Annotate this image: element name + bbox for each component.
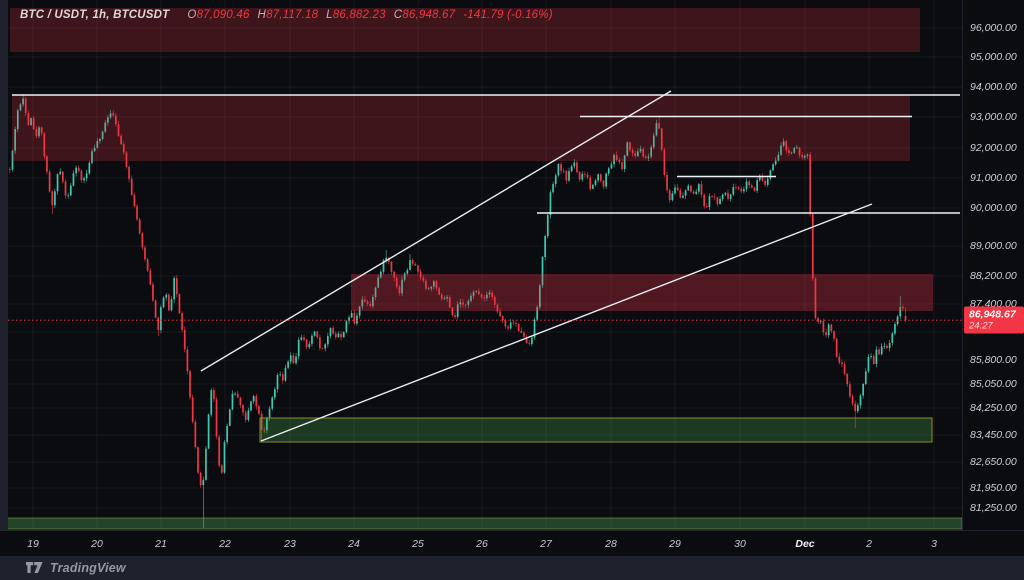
demand-zone[interactable] <box>259 417 933 443</box>
tradingview-logo[interactable]: TradingView <box>26 561 126 575</box>
tradingview-logo-icon <box>26 561 43 573</box>
low-label: L <box>326 9 333 21</box>
time-axis-label: 19 <box>27 537 39 550</box>
time-axis-label: 30 <box>734 537 746 550</box>
close-label: C <box>393 9 403 21</box>
low-value: 86,882.23 <box>332 9 386 21</box>
price-axis-label: 95,000.00 <box>970 51 1017 63</box>
supply-zone-top[interactable] <box>10 8 920 52</box>
price-axis-label: 81,250.00 <box>970 502 1017 514</box>
time-axis-label: 25 <box>412 537 424 550</box>
open-value: 87,090.46 <box>196 9 250 21</box>
time-axis[interactable]: 19 20 21 22 23 24 25 26 27 28 29 30 Dec 2 3 <box>0 530 1024 556</box>
last-price-badge: 86,948.67 24:27 <box>964 306 1024 334</box>
supply-zone-upper[interactable] <box>12 95 910 161</box>
time-axis-label: 3 <box>931 537 937 550</box>
price-axis-label: 84,250.00 <box>970 402 1017 414</box>
time-axis-label: 22 <box>219 537 231 550</box>
high-label: H <box>257 9 267 21</box>
time-axis-label: 20 <box>91 537 103 550</box>
price-axis-label: 85,800.00 <box>970 354 1017 366</box>
price-axis-label: 96,000.00 <box>970 22 1017 34</box>
left-toolbar-edge <box>0 0 8 556</box>
time-axis-label: 26 <box>476 537 488 550</box>
price-axis-label: 81,950.00 <box>970 482 1017 494</box>
bottom-toolbar: TradingView <box>0 556 1024 580</box>
candlestick-chart[interactable] <box>0 0 962 530</box>
tradingview-logo-text: TradingView <box>50 561 126 575</box>
rising-wedge-upper[interactable] <box>200 90 672 372</box>
price-axis-label: 94,000.00 <box>970 81 1017 93</box>
time-axis-label: 28 <box>605 537 617 550</box>
rising-wedge-lower[interactable] <box>260 203 873 442</box>
symbol-ohlc-header[interactable]: BTC / USDT, 1h, BTCUSDT O87,090.46 H87,117… <box>20 9 553 21</box>
price-axis-label: 90,000.00 <box>970 202 1017 214</box>
change-value: -141.79 (-0.16%) <box>463 9 553 21</box>
close-value: 86,948.67 <box>402 9 456 21</box>
price-axis-label: 89,000.00 <box>970 240 1017 252</box>
price-axis-label: 85,050.00 <box>970 378 1017 390</box>
time-axis-label: 24 <box>348 537 360 550</box>
price-axis[interactable]: 86,948.67 24:27 96,000.00 95,000.00 94,000… <box>962 0 1024 530</box>
time-axis-label: 2 <box>866 537 872 550</box>
time-axis-label: 21 <box>155 537 167 550</box>
price-axis-label: 88,200.00 <box>970 270 1017 282</box>
grid <box>0 0 962 530</box>
demand-zone-lower[interactable] <box>0 517 962 530</box>
candles <box>9 94 907 528</box>
price-axis-label: 93,000.00 <box>970 111 1017 123</box>
price-axis-label: 91,000.00 <box>970 172 1017 184</box>
last-price-value: 86,948.67 <box>969 308 1016 321</box>
high-value: 87,117.18 <box>266 9 319 21</box>
time-axis-label: Dec <box>795 537 815 550</box>
time-axis-label: 29 <box>669 537 681 550</box>
bar-countdown: 24:27 <box>969 320 993 332</box>
time-axis-label: 27 <box>540 537 552 550</box>
symbol-title[interactable]: BTC / USDT, 1h, BTCUSDT <box>20 9 170 21</box>
price-axis-label: 82,650.00 <box>970 456 1017 468</box>
price-axis-label: 92,000.00 <box>970 142 1017 154</box>
open-label: O <box>187 9 197 21</box>
price-axis-label: 83,450.00 <box>970 429 1017 441</box>
time-axis-label: 23 <box>284 537 296 550</box>
chart-canvas[interactable] <box>0 0 962 530</box>
